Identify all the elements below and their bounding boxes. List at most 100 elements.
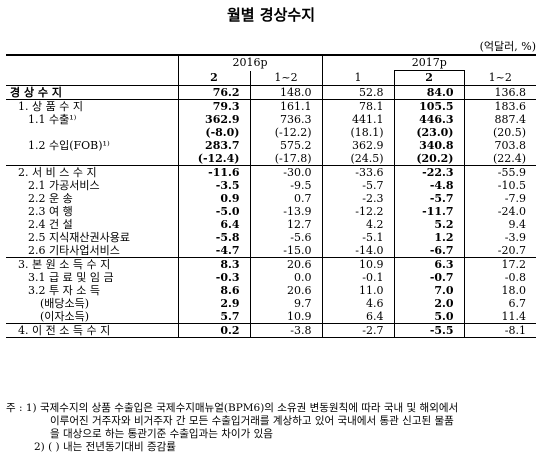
unit-label: (억달러, %) <box>479 40 536 53</box>
row-value: -10.5 <box>463 179 537 192</box>
row-value: (18.1) <box>321 126 395 139</box>
footnote-line: 을 대상으로 하는 통관기준 수출입과는 차이가 있음 <box>50 428 273 440</box>
row-label: 3.2 투 자 소 득 <box>28 284 100 297</box>
row-value: 12.7 <box>249 218 323 231</box>
row-value: 4.2 <box>321 218 395 231</box>
balance-table: 2016p 2017p 2 1~2 1 2 1~2 경 상 수 지 76.2 148… <box>6 54 537 338</box>
header-row-months: 2 1~2 1 2 1~2 <box>6 70 537 86</box>
row-value: -7.9 <box>463 192 537 205</box>
row-value: 11.0 <box>321 284 395 297</box>
row-value: 78.1 <box>321 99 395 113</box>
row-value: -3.8 <box>249 323 323 338</box>
row-value: -8.1 <box>463 323 537 338</box>
row-value: -11.7 <box>393 205 465 218</box>
header-col: 2 <box>177 70 250 86</box>
row-value: -3.5 <box>177 179 250 192</box>
row-value: 2.9 <box>177 297 250 310</box>
row-value: 441.1 <box>321 113 395 126</box>
row-value: 52.8 <box>321 85 395 100</box>
row-value: 183.6 <box>463 99 537 113</box>
row-value: -5.1 <box>321 231 395 244</box>
row-value: 2.0 <box>393 297 465 310</box>
row-value: 10.9 <box>249 310 323 324</box>
row-value: 5.0 <box>393 310 465 324</box>
table-row: 1.2 수입(FOB)¹⁾ 283.7 575.2 362.9 340.8 703.8 <box>6 139 537 152</box>
row-value: -2.3 <box>321 192 395 205</box>
row-value: 703.8 <box>463 139 537 152</box>
table-row: 4. 이 전 소 득 수 지 0.2 -3.8 -2.7 -5.5 -8.1 <box>6 323 537 338</box>
row-value: (-8.0) <box>177 126 250 139</box>
row-value: (23.0) <box>393 126 465 139</box>
row-value: -0.8 <box>463 271 537 284</box>
row-value: 8.6 <box>177 284 250 297</box>
row-label: 2. 서 비 스 수 지 <box>6 165 178 179</box>
footnotes: 주 : 1) 국제수지의 상품 수출입은 국제수지매뉴얼(BPM6)의 소유권 … <box>6 402 538 454</box>
table-row: (배당소득) 2.9 9.7 4.6 2.0 6.7 <box>6 297 537 310</box>
table-row: 2.4 건 설 6.4 12.7 4.2 5.2 9.4 <box>6 218 537 231</box>
row-value: 9.4 <box>463 218 537 231</box>
row-value: 10.9 <box>321 257 395 271</box>
row-value: -2.7 <box>321 323 395 338</box>
table-row: 2.1 가공서비스 -3.5 -9.5 -5.7 -4.8 -10.5 <box>6 179 537 192</box>
row-value: 8.3 <box>177 257 250 271</box>
row-label: 2.4 건 설 <box>28 218 73 231</box>
table-row: 3.2 투 자 소 득 8.6 20.6 11.0 7.0 18.0 <box>6 284 537 297</box>
header-col-highlight: 2 <box>393 70 465 86</box>
row-value: -5.0 <box>177 205 250 218</box>
table-row: (-8.0) (-12.2) (18.1) (23.0) (20.5) <box>6 126 537 139</box>
table-row: 2.6 기타사업서비스 -4.7 -15.0 -14.0 -6.7 -20.7 <box>6 244 537 258</box>
row-value: 17.2 <box>463 257 537 271</box>
row-label: 3. 본 원 소 득 수 지 <box>6 257 178 271</box>
row-value: -55.9 <box>463 165 537 179</box>
row-value: -12.2 <box>321 205 395 218</box>
row-value: (24.5) <box>321 152 395 166</box>
footnote-line: 2) ( ) 내는 전년동기대비 증감률 <box>34 441 176 453</box>
row-value: -4.8 <box>393 179 465 192</box>
row-value: 6.3 <box>393 257 465 271</box>
row-value: 0.2 <box>177 323 250 338</box>
header-col: 1~2 <box>463 70 537 86</box>
row-value: 362.9 <box>321 139 395 152</box>
table-row: 2.3 여 행 -5.0 -13.9 -12.2 -11.7 -24.0 <box>6 205 537 218</box>
row-label: 2.5 지식재산권사용료 <box>28 231 130 244</box>
table-row: 2.2 운 송 0.9 0.7 -2.3 -5.7 -7.9 <box>6 192 537 205</box>
row-value: -20.7 <box>463 244 537 258</box>
row-value: -14.0 <box>321 244 395 258</box>
row-value: 6.7 <box>463 297 537 310</box>
row-value: 7.0 <box>393 284 465 297</box>
row-value: -9.5 <box>249 179 323 192</box>
row-value: -5.7 <box>393 192 465 205</box>
row-value: 161.1 <box>249 99 323 113</box>
row-value: 20.6 <box>249 257 323 271</box>
table-row: 경 상 수 지 76.2 148.0 52.8 84.0 136.8 <box>6 85 537 100</box>
row-label: (이자소득) <box>40 310 90 323</box>
row-value: -0.1 <box>321 271 395 284</box>
row-value: 736.3 <box>249 113 323 126</box>
row-label: 4. 이 전 소 득 수 지 <box>6 323 178 338</box>
row-value: 136.8 <box>463 85 537 100</box>
row-value: 18.0 <box>463 284 537 297</box>
header-row-years: 2016p 2017p <box>6 55 537 71</box>
row-value: 76.2 <box>177 85 250 100</box>
row-value: (-12.4) <box>177 152 250 166</box>
row-value: 1.2 <box>393 231 465 244</box>
row-value: -24.0 <box>463 205 537 218</box>
row-label <box>6 152 178 166</box>
row-label: 2.3 여 행 <box>28 205 73 218</box>
row-value: 105.5 <box>393 99 465 113</box>
table-row: 1. 상 품 수 지 79.3 161.1 78.1 105.5 183.6 <box>6 99 537 113</box>
table-row: 2.5 지식재산권사용료 -5.8 -5.6 -5.1 1.2 -3.9 <box>6 231 537 244</box>
row-label: 경 상 수 지 <box>6 85 178 100</box>
footnote-line: 이루어진 거주자와 비거주자 간 모든 수출입거래를 계상하고 있어 국내에서 … <box>50 415 454 427</box>
row-label <box>6 126 178 139</box>
row-value: -33.6 <box>321 165 395 179</box>
row-value: 84.0 <box>393 85 465 100</box>
row-value: 0.0 <box>249 271 323 284</box>
footnote-line: 주 : 1) 국제수지의 상품 수출입은 국제수지매뉴얼(BPM6)의 소유권 … <box>6 402 459 414</box>
row-label: 2.6 기타사업서비스 <box>28 244 120 257</box>
table-row: (이자소득) 5.7 10.9 6.4 5.0 11.4 <box>6 310 537 324</box>
row-value: 446.3 <box>393 113 465 126</box>
header-year-2017: 2017p <box>321 55 537 71</box>
row-value: -13.9 <box>249 205 323 218</box>
row-label: 3.1 급 료 및 임 금 <box>28 271 114 284</box>
